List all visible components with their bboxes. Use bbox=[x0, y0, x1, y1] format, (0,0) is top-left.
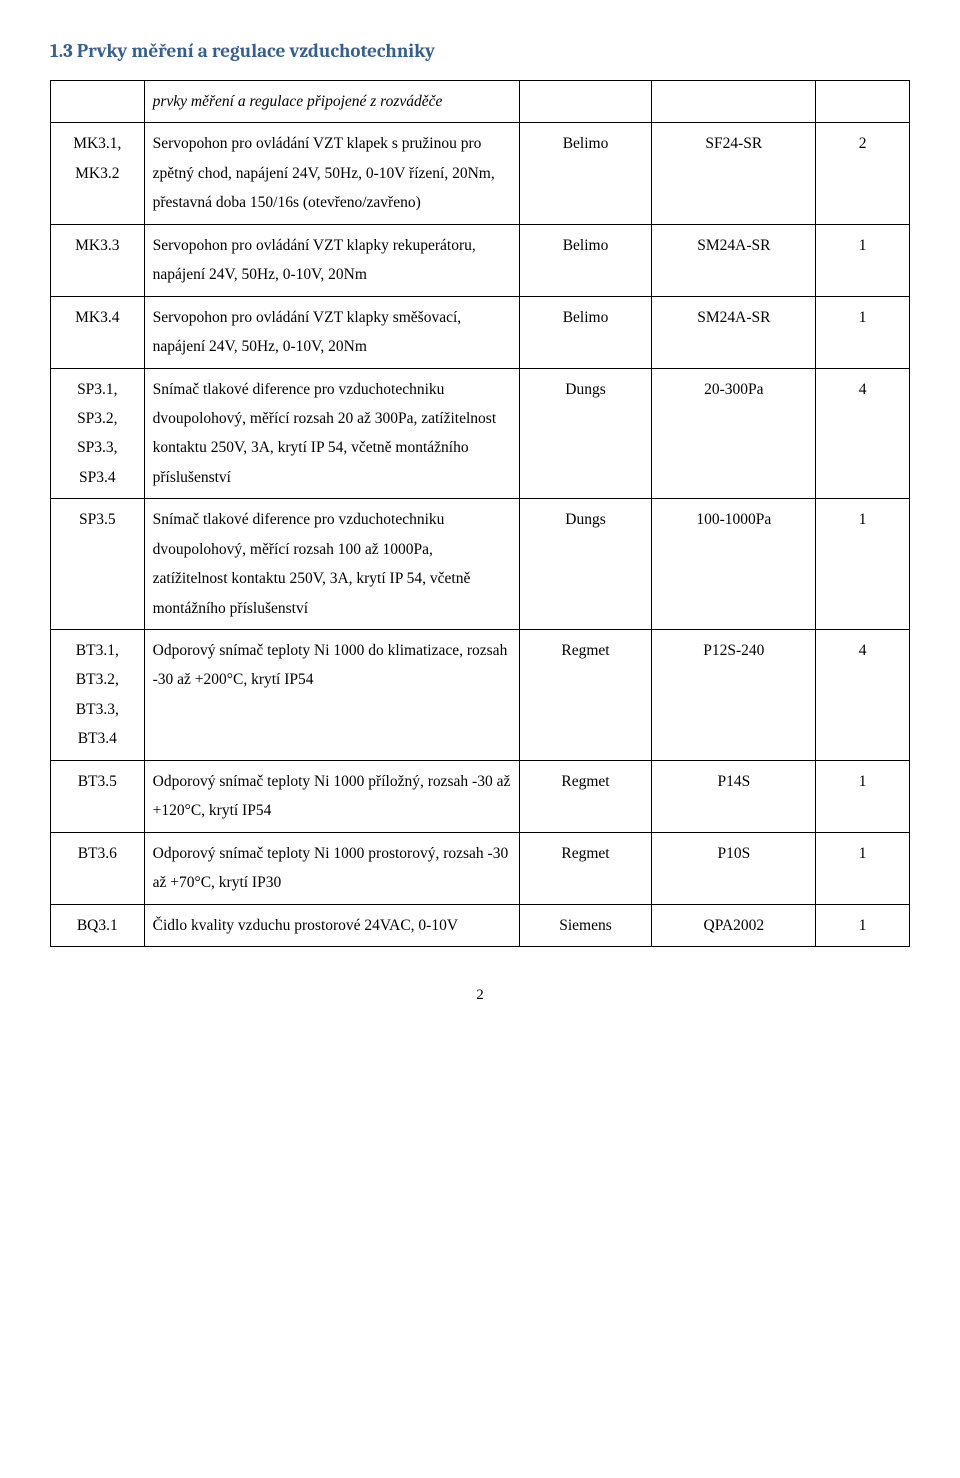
cell-id: SP3.1, SP3.2, SP3.3, SP3.4 bbox=[51, 368, 145, 499]
page-number: 2 bbox=[50, 987, 910, 1004]
cell-type: 20-300Pa bbox=[652, 368, 816, 499]
cell-qty: 1 bbox=[816, 760, 910, 832]
cell-desc: Servopohon pro ovládání VZT klapky rekup… bbox=[144, 224, 519, 296]
equipment-table: prvky měření a regulace připojené z rozv… bbox=[50, 80, 910, 947]
cell-type: P12S-240 bbox=[652, 630, 816, 761]
cell-mfr: Siemens bbox=[519, 904, 652, 946]
cell-desc: Servopohon pro ovládání VZT klapek s pru… bbox=[144, 123, 519, 224]
table-header-row: prvky měření a regulace připojené z rozv… bbox=[51, 81, 910, 123]
cell-mfr: Regmet bbox=[519, 760, 652, 832]
cell-desc: Čidlo kvality vzduchu prostorové 24VAC, … bbox=[144, 904, 519, 946]
cell-desc: Odporový snímač teploty Ni 1000 příložný… bbox=[144, 760, 519, 832]
cell-desc: Snímač tlakové diference pro vzduchotech… bbox=[144, 368, 519, 499]
cell-type: SM24A-SR bbox=[652, 296, 816, 368]
table-row: MK3.4Servopohon pro ovládání VZT klapky … bbox=[51, 296, 910, 368]
cell-qty: 1 bbox=[816, 832, 910, 904]
cell-type: P10S bbox=[652, 832, 816, 904]
cell-type: QPA2002 bbox=[652, 904, 816, 946]
cell-id: BT3.1, BT3.2, BT3.3, BT3.4 bbox=[51, 630, 145, 761]
cell-id: MK3.4 bbox=[51, 296, 145, 368]
cell-type: 100-1000Pa bbox=[652, 499, 816, 630]
cell-desc: Servopohon pro ovládání VZT klapky směšo… bbox=[144, 296, 519, 368]
table-row: SP3.1, SP3.2, SP3.3, SP3.4Snímač tlakové… bbox=[51, 368, 910, 499]
cell-qty: 1 bbox=[816, 904, 910, 946]
cell-mfr: Dungs bbox=[519, 368, 652, 499]
cell-qty: 4 bbox=[816, 630, 910, 761]
header-qty bbox=[816, 81, 910, 123]
header-mfr bbox=[519, 81, 652, 123]
cell-mfr: Belimo bbox=[519, 296, 652, 368]
section-heading: 1.3 Prvky měření a regulace vzduchotechn… bbox=[50, 40, 910, 62]
table-row: MK3.3Servopohon pro ovládání VZT klapky … bbox=[51, 224, 910, 296]
cell-mfr: Dungs bbox=[519, 499, 652, 630]
table-row: BT3.1, BT3.2, BT3.3, BT3.4Odporový sníma… bbox=[51, 630, 910, 761]
cell-qty: 1 bbox=[816, 224, 910, 296]
cell-qty: 4 bbox=[816, 368, 910, 499]
cell-type: P14S bbox=[652, 760, 816, 832]
cell-id: BT3.5 bbox=[51, 760, 145, 832]
table-row: SP3.5Snímač tlakové diference pro vzduch… bbox=[51, 499, 910, 630]
cell-id: SP3.5 bbox=[51, 499, 145, 630]
cell-mfr: Belimo bbox=[519, 224, 652, 296]
cell-mfr: Belimo bbox=[519, 123, 652, 224]
cell-desc: Odporový snímač teploty Ni 1000 do klima… bbox=[144, 630, 519, 761]
table-row: BQ3.1Čidlo kvality vzduchu prostorové 24… bbox=[51, 904, 910, 946]
cell-qty: 1 bbox=[816, 296, 910, 368]
cell-mfr: Regmet bbox=[519, 832, 652, 904]
cell-qty: 2 bbox=[816, 123, 910, 224]
header-type bbox=[652, 81, 816, 123]
cell-desc: Snímač tlakové diference pro vzduchotech… bbox=[144, 499, 519, 630]
table-row: MK3.1, MK3.2Servopohon pro ovládání VZT … bbox=[51, 123, 910, 224]
cell-type: SF24-SR bbox=[652, 123, 816, 224]
cell-qty: 1 bbox=[816, 499, 910, 630]
cell-id: BT3.6 bbox=[51, 832, 145, 904]
cell-id: BQ3.1 bbox=[51, 904, 145, 946]
table-row: BT3.6Odporový snímač teploty Ni 1000 pro… bbox=[51, 832, 910, 904]
header-id bbox=[51, 81, 145, 123]
table-row: BT3.5Odporový snímač teploty Ni 1000 pří… bbox=[51, 760, 910, 832]
cell-mfr: Regmet bbox=[519, 630, 652, 761]
cell-id: MK3.1, MK3.2 bbox=[51, 123, 145, 224]
header-desc: prvky měření a regulace připojené z rozv… bbox=[144, 81, 519, 123]
cell-desc: Odporový snímač teploty Ni 1000 prostoro… bbox=[144, 832, 519, 904]
cell-type: SM24A-SR bbox=[652, 224, 816, 296]
cell-id: MK3.3 bbox=[51, 224, 145, 296]
